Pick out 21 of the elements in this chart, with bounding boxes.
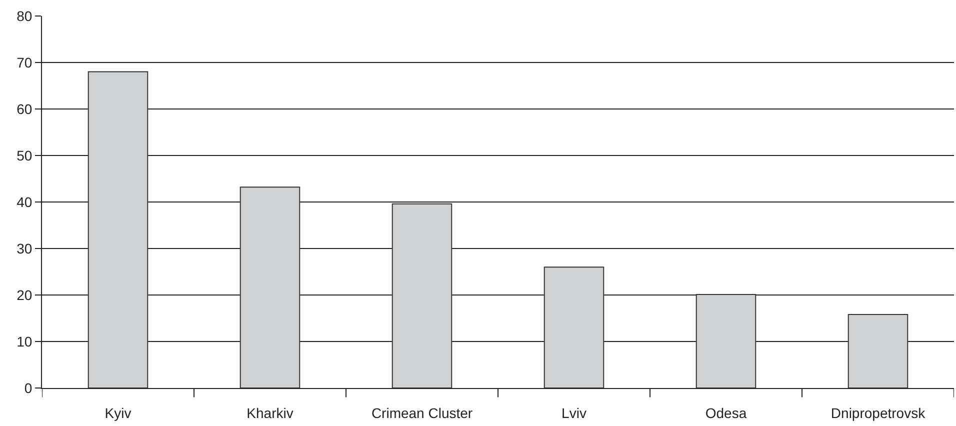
y-tick-label: 40 [16,194,32,210]
bar [544,266,604,388]
y-tick-label: 10 [16,333,32,350]
y-tick-label: 70 [16,54,32,70]
x-tick-label: Kyiv [104,404,132,421]
x-tick-label: Crimean Cluster [371,404,473,421]
y-tick-label: 20 [16,286,32,303]
x-tick-label: Dnipropetrovsk [830,404,926,421]
bar [88,71,148,388]
bar [696,294,756,388]
y-tick-label: 30 [16,240,32,256]
bar [240,186,300,388]
y-tick-label: 60 [16,100,32,117]
x-tick-label: Kharkiv [246,404,294,421]
y-tick-label: 50 [16,147,32,164]
y-tick-label: 80 [16,8,32,24]
bar [848,314,908,388]
y-tick-label: 0 [24,380,32,396]
x-tick-label: Lviv [562,404,586,421]
x-tick-label: Odesa [705,404,747,421]
bar [392,203,452,388]
